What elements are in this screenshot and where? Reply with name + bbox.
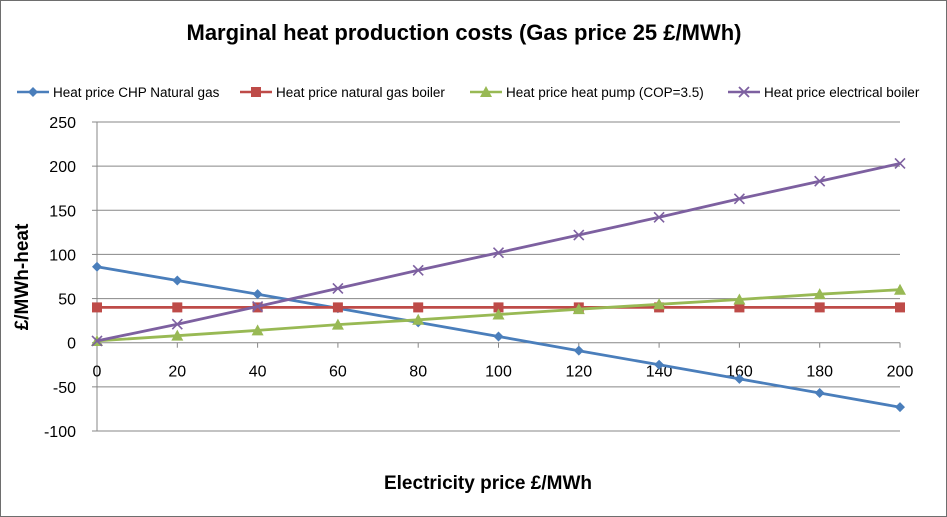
data-point-electrical-boiler (653, 211, 665, 223)
data-point-gas-boiler (92, 302, 102, 313)
data-point-chp (172, 275, 183, 286)
y-tick-label: -50 (53, 380, 76, 397)
data-point-electrical-boiler (573, 229, 585, 241)
data-point-electrical-boiler (894, 157, 906, 170)
data-point-chp (92, 261, 102, 272)
data-point-chp (252, 289, 263, 300)
legend-label-chp: Heat price CHP Natural gas (53, 85, 220, 100)
y-tick-label: 50 (58, 292, 76, 309)
data-point-gas-boiler (332, 302, 343, 313)
data-point-electrical-boiler (252, 300, 264, 313)
x-tick-label: 120 (565, 364, 592, 381)
x-tick-label: 80 (409, 364, 427, 381)
x-axis-label: Electricity price £/MWh (384, 473, 592, 494)
y-tick-label: 250 (49, 115, 76, 132)
data-point-gas-boiler (895, 302, 905, 313)
series-layer (91, 157, 906, 413)
y-tick-label: -100 (44, 424, 76, 441)
legend-marker-electrical-boiler (738, 86, 750, 98)
data-point-chp (814, 388, 825, 399)
legend-marker-chp (28, 87, 38, 97)
data-point-chp (654, 359, 665, 370)
y-tick-label: 0 (67, 336, 76, 353)
legend-marker-heat-pump (480, 86, 492, 97)
series-chp (92, 261, 905, 413)
gridlines (97, 121, 900, 432)
data-point-electrical-boiler (412, 264, 424, 276)
data-point-heat-pump (331, 318, 344, 330)
data-point-electrical-boiler (91, 335, 103, 347)
legend-label-gas-boiler: Heat price natural gas boiler (276, 85, 445, 100)
data-point-chp (493, 331, 504, 342)
legend-item-chp: Heat price CHP Natural gas (17, 85, 220, 100)
data-point-electrical-boiler (733, 193, 745, 205)
data-point-heat-pump (813, 288, 826, 300)
data-point-heat-pump (572, 303, 585, 315)
y-tick-label: 150 (49, 203, 76, 220)
x-tick-label: 20 (168, 364, 186, 381)
x-tick-label: 0 (93, 364, 102, 381)
data-point-chp (734, 373, 745, 384)
legend-item-gas-boiler: Heat price natural gas boiler (240, 85, 445, 100)
data-point-heat-pump (733, 293, 746, 305)
legend-item-electrical-boiler: Heat price electrical boiler (728, 85, 920, 100)
y-tick-label: 200 (49, 159, 76, 176)
legend-item-heat-pump: Heat price heat pump (COP=3.5) (470, 85, 704, 100)
data-point-electrical-boiler (171, 318, 183, 330)
data-point-chp (573, 345, 584, 356)
legend-label-electrical-boiler: Heat price electrical boiler (764, 85, 920, 100)
x-tick-labels: 0 20 40 60 80 100 120 140 160 180 200 (93, 364, 914, 381)
x-tick-label: 60 (329, 364, 347, 381)
data-point-heat-pump (251, 324, 264, 336)
y-axis-label: £/MWh-heat (12, 223, 33, 330)
data-point-chp (895, 402, 905, 413)
chart-title: Marginal heat production costs (Gas pric… (187, 20, 742, 45)
x-tick-label: 100 (485, 364, 512, 381)
data-point-gas-boiler (413, 302, 424, 313)
y-tick-label: 100 (49, 247, 76, 264)
data-point-electrical-boiler (814, 175, 826, 187)
legend: Heat price CHP Natural gas Heat price na… (17, 85, 920, 100)
series-electrical-boiler (91, 157, 906, 347)
data-point-heat-pump (171, 329, 184, 341)
data-point-heat-pump (412, 313, 425, 325)
data-point-gas-boiler (493, 302, 504, 313)
data-point-gas-boiler (172, 302, 183, 313)
data-point-electrical-boiler (332, 282, 344, 294)
data-point-heat-pump (492, 308, 505, 320)
legend-marker-gas-boiler (251, 87, 261, 97)
x-tick-label: 40 (249, 364, 267, 381)
x-tick-label: 140 (646, 364, 673, 381)
data-point-heat-pump (894, 283, 906, 295)
y-tick-labels: 250 200 150 100 50 0 -50 -100 (44, 115, 76, 441)
data-point-gas-boiler (814, 302, 825, 313)
x-tick-label: 200 (887, 364, 914, 381)
x-tick-label: 180 (806, 364, 833, 381)
data-point-heat-pump (653, 298, 666, 310)
legend-label-heat-pump: Heat price heat pump (COP=3.5) (506, 85, 704, 100)
data-point-electrical-boiler (492, 247, 505, 259)
data-point-gas-boiler (734, 302, 745, 313)
